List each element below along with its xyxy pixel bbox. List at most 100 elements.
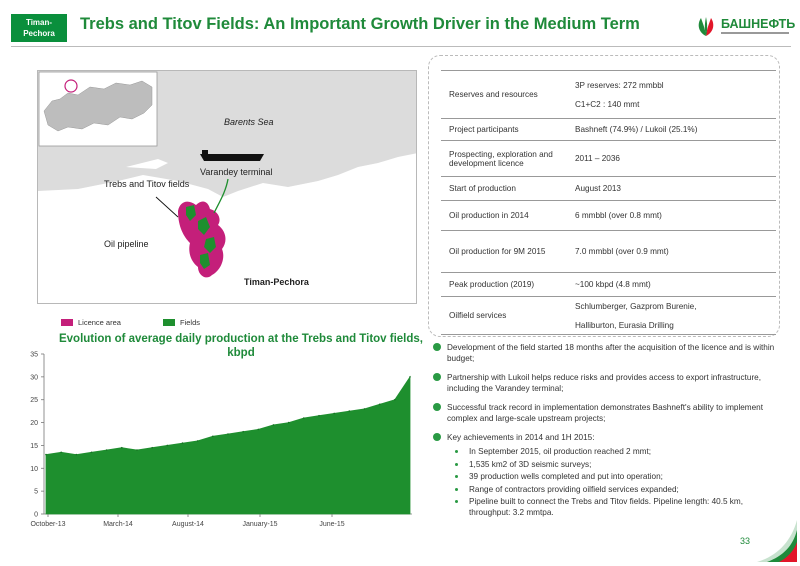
production-point (75, 453, 78, 456)
legend-fields: Fields (163, 318, 200, 327)
map-graphic (38, 71, 416, 303)
table-value-line: Halliburton, Eurasia Drilling (575, 320, 674, 330)
table-key-cell: Reserves and resources (441, 70, 569, 119)
bullet-text: Development of the field started 18 mont… (447, 343, 775, 363)
sub-bullet-dot-icon (455, 450, 458, 453)
table-row: Oil production for 9M 2015 7.0 mmbbl (ov… (441, 230, 776, 273)
production-point (257, 428, 260, 431)
table-value-line: ~100 kbpd (4.8 mmt) (575, 280, 651, 289)
table-value-line: 3P reserves: 272 mmbbl (575, 80, 664, 90)
bullet-text: Partnership with Lukoil helps reduce ris… (447, 373, 762, 393)
header-divider (11, 46, 791, 47)
production-point (136, 449, 138, 451)
timan-pechora-label: Timan-Pechora (244, 277, 309, 287)
table-key-cell: Oilfield services (441, 296, 569, 335)
fields-pointer-line (155, 196, 179, 218)
table-key-cell: Start of production (441, 176, 569, 201)
sub-bullet-dot-icon (455, 487, 458, 491)
production-point (45, 453, 47, 456)
table-value-line: August 2013 (575, 184, 621, 193)
key-points: Development of the field started 18 mont… (433, 342, 778, 526)
sub-bullet-item: Range of contractors providing oilfield … (447, 484, 778, 495)
y-tick-label: 20 (30, 420, 38, 427)
table-value-line: Bashneft (74.9%) / Lukoil (25.1%) (575, 125, 698, 134)
table-value-cell: 2011 – 2036 (569, 140, 776, 177)
x-tick-label: January-15 (242, 521, 277, 528)
varandey-terminal-label: Varandey terminal (200, 167, 273, 177)
bullet-dot-icon (433, 403, 441, 411)
table-row: Oilfield services Schlumberger, Gazprom B… (441, 296, 776, 335)
table-key-cell: Peak production (2019) (441, 272, 569, 297)
table-key-cell: Project participants (441, 118, 569, 141)
sub-bullet-text: Range of contractors providing oilfield … (469, 484, 679, 494)
sub-bullet-dot-icon (455, 500, 458, 504)
company-logo: БАШНЕФТЬ (695, 14, 795, 44)
logo-subline (721, 32, 789, 34)
map-inset-land (126, 159, 168, 169)
table-value-cell: 6 mmbbl (over 0.8 mmt) (569, 200, 776, 231)
production-point (151, 446, 153, 449)
x-tick-label: October-13 (30, 521, 65, 528)
production-point (166, 444, 169, 447)
x-tick-label: June-15 (319, 521, 344, 528)
legend-licence-area: Licence area (61, 318, 121, 327)
production-point (378, 403, 381, 406)
table-value-cell: Bashneft (74.9%) / Lukoil (25.1%) (569, 118, 776, 141)
region-tag-line1: Timan- (25, 18, 53, 27)
table-row: Prospecting, exploration and development… (441, 140, 776, 177)
table-value-cell: ~100 kbpd (4.8 mmt) (569, 272, 776, 297)
legend-licence-area-label: Licence area (78, 318, 121, 327)
pipeline-line (213, 178, 229, 214)
bullet-dot-icon (433, 373, 441, 381)
page-number: 33 (740, 536, 751, 546)
region-tag: Timan- Pechora (11, 14, 67, 42)
legend-fields-label: Fields (180, 318, 201, 327)
table-value-line: C1+C2 : 140 mmt (575, 99, 640, 109)
table-row: Reserves and resources 3P reserves: 272 m… (441, 70, 776, 119)
production-point (196, 440, 199, 442)
y-tick-label: 0 (34, 512, 38, 519)
map-legend: Licence area Fields (37, 318, 417, 330)
production-chart: 0 5 10 15 20 25 30 35 October-13 March-14 August-1… (14, 346, 419, 534)
production-point (105, 449, 108, 451)
production-point (272, 424, 275, 426)
bullet-text: Key achievements in 2014 and 1H 2015: (447, 433, 595, 442)
sub-bullet-text: Pipeline built to connect the Trebs and … (469, 497, 743, 518)
inset-location-marker (64, 79, 78, 93)
production-area (45, 375, 411, 515)
sub-bullet-dot-icon (455, 475, 458, 479)
table-value-line: 6 mmbbl (over 0.8 mmt) (575, 211, 662, 220)
bullet-dot-icon (433, 343, 441, 351)
table-value-cell: Schlumberger, Gazprom Burenie, Halliburto… (569, 296, 776, 335)
region-tag-line2: Pechora (23, 29, 55, 38)
production-point (363, 408, 366, 410)
project-info-table: Reserves and resources 3P reserves: 272 m… (441, 70, 776, 335)
production-point (181, 442, 184, 444)
bullet-item: Successful track record in implementatio… (433, 402, 778, 424)
table-value-cell: August 2013 (569, 176, 776, 201)
table-row: Peak production (2019) ~100 kbpd (4.8 mmt… (441, 272, 776, 297)
x-tick-label: August-14 (172, 521, 204, 528)
x-tick-label: March-14 (103, 521, 133, 528)
production-point (90, 451, 93, 454)
bullet-text: Successful track record in implementatio… (447, 403, 764, 423)
production-point (318, 414, 320, 417)
table-row: Project participants Bashneft (74.9%) / L… (441, 118, 776, 141)
bullet-dot-icon (433, 433, 441, 441)
tanker-icon (200, 154, 264, 161)
logo-leaf-icon (698, 17, 714, 36)
production-point (287, 421, 290, 424)
production-chart-svg: 0 5 10 15 20 25 30 35 October-13 March-14 August-1… (30, 352, 412, 528)
production-point (303, 417, 305, 419)
production-point (60, 451, 62, 454)
y-tick-label: 25 (30, 397, 38, 404)
table-value-cell: 7.0 mmbbl (over 0.9 mmt) (569, 230, 776, 273)
bullet-item: Key achievements in 2014 and 1H 2015: In… (433, 432, 778, 518)
table-key-cell: Prospecting, exploration and development… (441, 140, 569, 177)
y-tick-label: 10 (30, 466, 38, 473)
bullet-item: Partnership with Lukoil helps reduce ris… (433, 372, 778, 394)
sub-bullet-item: In September 2015, oil production reache… (447, 446, 778, 457)
table-key-cell: Oil production in 2014 (441, 200, 569, 231)
table-value-line: Schlumberger, Gazprom Burenie, (575, 301, 697, 311)
table-value-line: 2011 – 2036 (575, 154, 620, 163)
